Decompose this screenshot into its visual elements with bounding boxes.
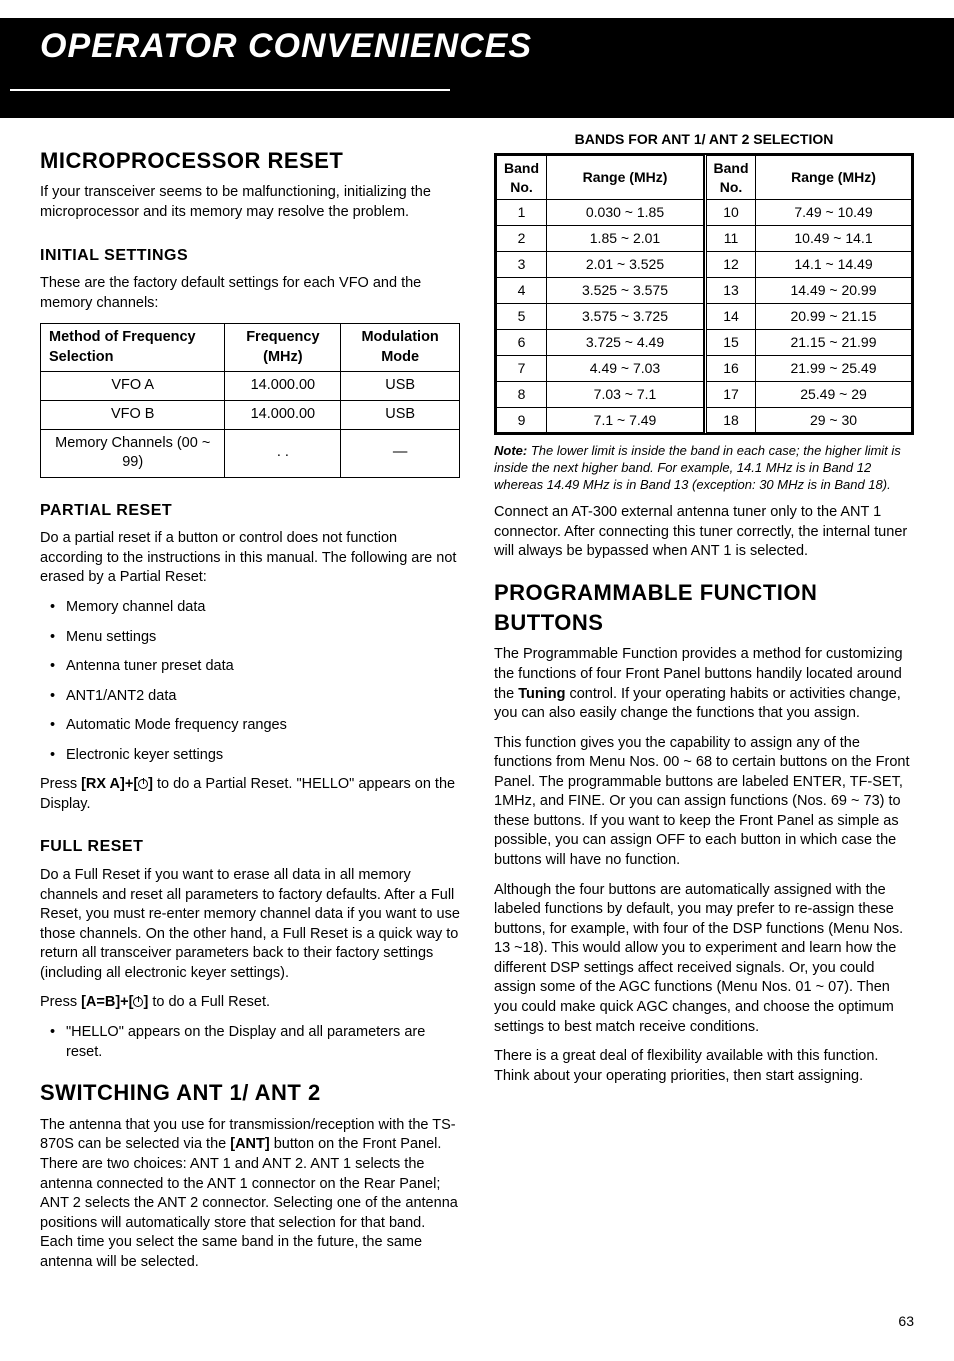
list-item: ANT1/ANT2 data [40, 687, 460, 707]
para-switch: The antenna that you use for transmissio… [40, 1116, 460, 1273]
heading-microprocessor-reset: MICROPROCESSOR RESET [40, 146, 460, 176]
right-column: BANDS FOR ANT 1/ ANT 2 SELECTION Band No… [494, 130, 914, 1283]
para-connect: Connect an AT-300 external antenna tuner… [494, 503, 914, 562]
table-row: 10.030 ~ 1.85 [497, 200, 704, 226]
heading-initial-settings: INITIAL SETTINGS [40, 245, 460, 267]
list-item: Antenna tuner preset data [40, 657, 460, 677]
banner-rule [10, 89, 450, 91]
list-item: "HELLO" appears on the Display and all p… [40, 1023, 460, 1062]
left-column: MICROPROCESSOR RESET If your transceiver… [40, 130, 460, 1283]
banner-title: OPERATOR CONVENIENCES [0, 27, 532, 65]
table-row: 1725.49 ~ 29 [706, 381, 912, 407]
th-freq: Frequency (MHz) [225, 324, 341, 372]
table-row: 53.575 ~ 3.725 [497, 304, 704, 330]
list-item: Electronic keyer settings [40, 746, 460, 766]
para-initial: These are the factory default settings f… [40, 274, 460, 313]
table-row: 1110.49 ~ 14.1 [706, 226, 912, 252]
table-row: 32.01 ~ 3.525 [497, 252, 704, 278]
table-row: 87.03 ~ 7.1 [497, 381, 704, 407]
page-banner: OPERATOR CONVENIENCES [0, 18, 954, 118]
th-band-no: Band No. [497, 155, 547, 200]
table-row: 1521.15 ~ 21.99 [706, 329, 912, 355]
table-row: Memory Channels (00 ~ 99) . . — [41, 429, 460, 477]
table-row: 63.725 ~ 4.49 [497, 329, 704, 355]
table-row: 107.49 ~ 10.49 [706, 200, 912, 226]
band-table: Band No. Range (MHz) 10.030 ~ 1.85 21.85… [494, 153, 914, 436]
band-table-caption: BANDS FOR ANT 1/ ANT 2 SELECTION [494, 130, 914, 149]
list-item: Memory channel data [40, 598, 460, 618]
table-row: 97.1 ~ 7.49 [497, 407, 704, 433]
heading-full-reset: FULL RESET [40, 836, 460, 858]
para-prog-3: Although the four buttons are automatica… [494, 881, 914, 1038]
table-row: 43.525 ~ 3.575 [497, 278, 704, 304]
initial-settings-table: Method of Frequency Selection Frequency … [40, 323, 460, 477]
para-prog-4: There is a great deal of flexibility ava… [494, 1047, 914, 1086]
th-range: Range (MHz) [547, 155, 704, 200]
heading-switching-ant: SWITCHING ANT 1/ ANT 2 [40, 1078, 460, 1108]
table-row: 74.49 ~ 7.03 [497, 355, 704, 381]
power-icon [133, 997, 143, 1007]
para-prog-1: The Programmable Function provides a met… [494, 645, 914, 723]
table-row: 1621.99 ~ 25.49 [706, 355, 912, 381]
th-method: Method of Frequency Selection [41, 324, 225, 372]
table-row: VFO B 14.000.00 USB [41, 401, 460, 430]
th-range: Range (MHz) [756, 155, 912, 200]
th-mode: Modulation Mode [341, 324, 460, 372]
partial-bullets: Memory channel data Menu settings Antenn… [40, 598, 460, 765]
band-table-left: Band No. Range (MHz) 10.030 ~ 1.85 21.85… [496, 155, 704, 434]
para-partial-press: Press [RX A]+[] to do a Partial Reset. "… [40, 775, 460, 814]
para-full-1: Do a Full Reset if you want to erase all… [40, 866, 460, 983]
table-row: 1314.49 ~ 20.99 [706, 278, 912, 304]
para-full-press: Press [A=B]+[] to do a Full Reset. [40, 993, 460, 1013]
list-item: Automatic Mode frequency ranges [40, 716, 460, 736]
para-prog-2: This function gives you the capability t… [494, 734, 914, 871]
power-icon [138, 779, 148, 789]
heading-prog-func: PROGRAMMABLE FUNCTION BUTTONS [494, 578, 914, 637]
table-row: 21.85 ~ 2.01 [497, 226, 704, 252]
page-number: 63 [40, 1312, 914, 1331]
para-partial: Do a partial reset if a button or contro… [40, 529, 460, 588]
full-bullets: "HELLO" appears on the Display and all p… [40, 1023, 460, 1062]
band-table-right: Band No. Range (MHz) 107.49 ~ 10.49 1110… [704, 155, 912, 434]
th-band-no: Band No. [706, 155, 756, 200]
table-row: 1829 ~ 30 [706, 407, 912, 433]
list-item: Menu settings [40, 628, 460, 648]
heading-partial-reset: PARTIAL RESET [40, 500, 460, 522]
table-row: 1214.1 ~ 14.49 [706, 252, 912, 278]
table-row: VFO A 14.000.00 USB [41, 372, 460, 401]
table-row: 1420.99 ~ 21.15 [706, 304, 912, 330]
para-micro: If your transceiver seems to be malfunct… [40, 183, 460, 222]
band-note: Note: The lower limit is inside the band… [494, 443, 914, 493]
